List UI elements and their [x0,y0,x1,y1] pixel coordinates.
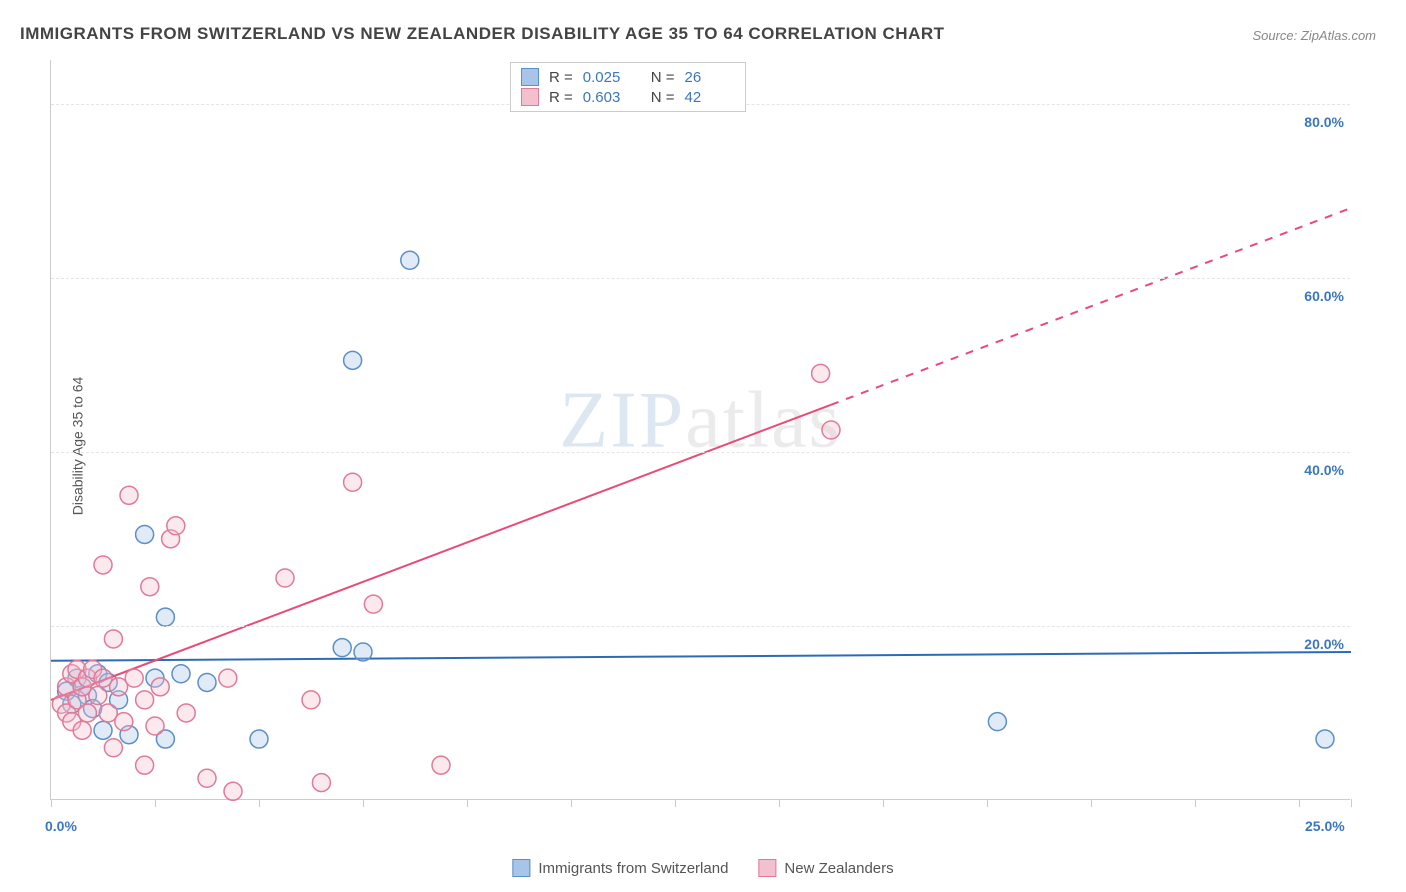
scatter-point [250,730,268,748]
stat-r-label: R = [549,69,573,86]
gridline-h [51,452,1350,453]
stat-n-value-0: 26 [685,69,735,86]
legend-label-1: New Zealanders [784,860,893,877]
scatter-point [177,704,195,722]
x-tick-label: 25.0% [1305,818,1345,834]
stat-n-label: N = [651,89,675,106]
stats-row: R = 0.025 N = 26 [521,67,735,87]
scatter-point [198,673,216,691]
legend-item-1: New Zealanders [758,859,893,877]
scatter-point [344,473,362,491]
scatter-point [151,678,169,696]
scatter-point [156,608,174,626]
stat-r-label: R = [549,89,573,106]
trend-line-dashed [831,208,1351,405]
y-tick-label: 20.0% [1304,636,1344,652]
scatter-point [125,669,143,687]
series-legend: Immigrants from Switzerland New Zealande… [512,859,893,877]
source-attribution: Source: ZipAtlas.com [1252,28,1376,43]
scatter-point [115,713,133,731]
y-tick-label: 40.0% [1304,462,1344,478]
gridline-h [51,278,1350,279]
scatter-point [401,251,419,269]
legend-swatch-1 [758,859,776,877]
scatter-point [136,691,154,709]
x-tick [1299,799,1300,807]
scatter-point [104,630,122,648]
scatter-point [354,643,372,661]
stat-n-value-1: 42 [685,89,735,106]
x-tick [779,799,780,807]
gridline-h [51,626,1350,627]
scatter-point [1316,730,1334,748]
x-tick [1351,799,1352,807]
x-tick [987,799,988,807]
scatter-point [136,756,154,774]
legend-item-0: Immigrants from Switzerland [512,859,728,877]
scatter-point [312,774,330,792]
x-tick [363,799,364,807]
stat-r-value-1: 0.603 [583,89,633,106]
scatter-point [94,556,112,574]
swatch-series-1 [521,88,539,106]
x-tick [883,799,884,807]
scatter-point [198,769,216,787]
scatter-point [333,639,351,657]
x-tick [571,799,572,807]
x-tick [467,799,468,807]
stat-r-value-0: 0.025 [583,69,633,86]
scatter-point [812,364,830,382]
plot-svg [51,60,1350,799]
scatter-point [822,421,840,439]
x-tick [51,799,52,807]
x-tick [155,799,156,807]
scatter-point [73,721,91,739]
scatter-point [988,713,1006,731]
scatter-point [146,717,164,735]
scatter-plot-area: ZIPatlas 20.0%40.0%60.0%80.0%0.0%25.0% [50,60,1350,800]
scatter-point [89,687,107,705]
scatter-point [172,665,190,683]
scatter-point [120,486,138,504]
scatter-point [364,595,382,613]
y-tick-label: 80.0% [1304,114,1344,130]
scatter-point [104,739,122,757]
scatter-point [167,517,185,535]
chart-title: IMMIGRANTS FROM SWITZERLAND VS NEW ZEALA… [20,24,945,44]
y-tick-label: 60.0% [1304,288,1344,304]
legend-label-0: Immigrants from Switzerland [538,860,728,877]
scatter-point [224,782,242,800]
x-tick-label: 0.0% [45,818,77,834]
scatter-point [302,691,320,709]
x-tick [1091,799,1092,807]
scatter-point [78,704,96,722]
legend-swatch-0 [512,859,530,877]
scatter-point [344,351,362,369]
scatter-point [94,721,112,739]
scatter-point [219,669,237,687]
x-tick [1195,799,1196,807]
scatter-point [136,525,154,543]
scatter-point [276,569,294,587]
scatter-point [432,756,450,774]
swatch-series-0 [521,68,539,86]
correlation-stats-legend: R = 0.025 N = 26 R = 0.603 N = 42 [510,62,746,112]
x-tick [675,799,676,807]
x-tick [259,799,260,807]
scatter-point [141,578,159,596]
stats-row: R = 0.603 N = 42 [521,87,735,107]
trend-line [51,652,1351,661]
stat-n-label: N = [651,69,675,86]
